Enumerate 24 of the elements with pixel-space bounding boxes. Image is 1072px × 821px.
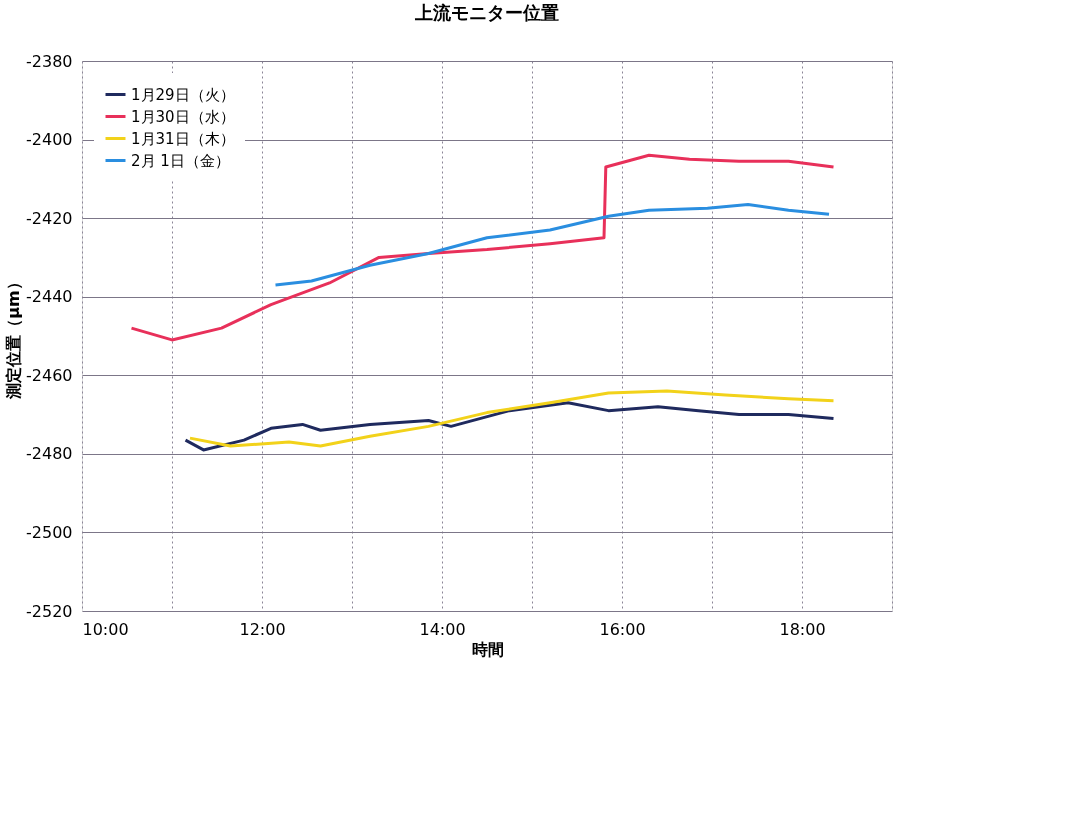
y-tick-label: -2440 xyxy=(26,287,73,307)
y-tick-label: -2420 xyxy=(26,208,73,228)
y-axis-title: 測定位置（μm） xyxy=(4,274,24,400)
legend-label: 2月 1日（金） xyxy=(131,151,230,170)
y-tick-label: -2460 xyxy=(26,365,73,385)
x-axis-title: 時間 xyxy=(471,639,504,659)
y-tick-label: -2480 xyxy=(26,444,73,464)
x-tick-label: 10:00 xyxy=(82,619,129,639)
line-series xyxy=(130,153,835,342)
x-tick-label: 16:00 xyxy=(599,619,646,639)
line-series xyxy=(184,401,835,452)
x-tick-label: 12:00 xyxy=(239,619,286,639)
y-tick-label: -2400 xyxy=(26,130,73,150)
y-tick-label: -2500 xyxy=(26,522,73,542)
legend-label: 1月31日（木） xyxy=(131,129,235,148)
chart-title: 上流モニター位置 xyxy=(414,2,559,23)
line-series xyxy=(188,389,835,448)
legend-label: 1月30日（水） xyxy=(131,107,235,126)
x-tick-label: 18:00 xyxy=(779,619,826,639)
y-tick-label: -2520 xyxy=(26,601,73,621)
legend-label: 1月29日（火） xyxy=(131,85,235,104)
x-tick-label: 14:00 xyxy=(419,619,466,639)
line-series xyxy=(274,202,831,287)
y-tick-label: -2380 xyxy=(26,51,73,71)
